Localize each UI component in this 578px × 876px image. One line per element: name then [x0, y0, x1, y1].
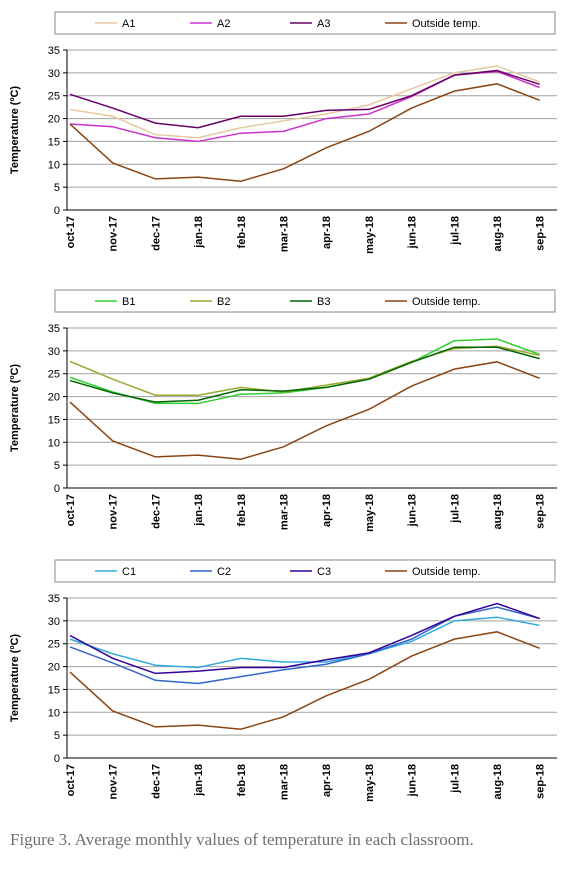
x-tick-label: oct-17 [65, 764, 77, 796]
y-tick-label: 10 [48, 159, 60, 171]
x-tick-label: apr-18 [321, 764, 333, 797]
series-line [69, 361, 540, 460]
series-line [69, 606, 540, 685]
legend-label: Outside temp. [412, 566, 480, 578]
x-tick-label: may-18 [364, 764, 376, 802]
x-tick-label: jan-18 [193, 494, 205, 527]
y-tick-label: 20 [48, 662, 60, 674]
legend-label: Outside temp. [412, 18, 480, 30]
series-line [69, 345, 540, 396]
x-tick-label: jan-18 [193, 764, 205, 797]
x-tick-label: dec-17 [150, 764, 162, 799]
y-tick-label: 25 [48, 369, 60, 381]
x-tick-label: aug-18 [492, 216, 504, 251]
y-tick-label: 5 [54, 182, 60, 194]
x-tick-label: nov-17 [108, 494, 120, 529]
legend-label: A2 [217, 18, 230, 30]
legend-label: B3 [317, 296, 330, 308]
legend-label: A1 [122, 18, 135, 30]
x-tick-label: nov-17 [108, 764, 120, 799]
y-tick-label: 5 [54, 730, 60, 742]
y-tick-label: 20 [48, 392, 60, 404]
series-line [69, 338, 540, 405]
y-axis-label: Temperature (ºC) [9, 634, 21, 722]
y-tick-label: 20 [48, 114, 60, 126]
series-line [69, 83, 540, 182]
x-tick-label: mar-18 [279, 216, 291, 252]
series-line [69, 602, 540, 675]
y-tick-label: 15 [48, 684, 60, 696]
x-tick-label: feb-18 [236, 764, 248, 796]
x-tick-label: jul-18 [449, 216, 461, 246]
caption: Figure 3. Average monthly values of temp… [10, 830, 474, 849]
y-tick-label: 25 [48, 91, 60, 103]
y-tick-label: 35 [48, 45, 60, 57]
series-line [69, 69, 540, 129]
series-line [69, 631, 540, 730]
x-tick-label: oct-17 [65, 494, 77, 526]
y-tick-label: 15 [48, 414, 60, 426]
x-tick-label: may-18 [364, 494, 376, 532]
y-axis-label: Temperature (ºC) [9, 364, 21, 452]
legend-label: B2 [217, 296, 230, 308]
y-tick-label: 25 [48, 639, 60, 651]
x-tick-label: jun-18 [407, 216, 419, 249]
x-tick-label: feb-18 [236, 494, 248, 526]
x-tick-label: nov-17 [108, 216, 120, 251]
y-axis-label: Temperature (ºC) [9, 86, 21, 174]
x-tick-label: apr-18 [321, 494, 333, 527]
y-tick-label: 10 [48, 707, 60, 719]
x-tick-label: jun-18 [407, 764, 419, 797]
x-tick-label: dec-17 [150, 494, 162, 529]
series-line [69, 65, 540, 139]
legend-label: C3 [317, 566, 331, 578]
y-tick-label: 10 [48, 437, 60, 449]
y-tick-label: 35 [48, 323, 60, 335]
legend-label: A3 [317, 18, 330, 30]
y-tick-label: 30 [48, 346, 60, 358]
x-tick-label: oct-17 [65, 216, 77, 248]
y-tick-label: 30 [48, 68, 60, 80]
y-tick-label: 30 [48, 616, 60, 628]
x-tick-label: sep-18 [535, 216, 547, 251]
y-tick-label: 15 [48, 136, 60, 148]
legend-label: Outside temp. [412, 296, 480, 308]
legend-label: C1 [122, 566, 136, 578]
x-tick-label: jun-18 [407, 494, 419, 527]
y-tick-label: 0 [54, 753, 60, 765]
x-tick-label: jul-18 [449, 494, 461, 524]
x-tick-label: sep-18 [535, 494, 547, 529]
series-line [69, 70, 540, 143]
x-tick-label: aug-18 [492, 494, 504, 529]
x-tick-label: jan-18 [193, 216, 205, 249]
x-tick-label: mar-18 [279, 494, 291, 530]
legend-label: B1 [122, 296, 135, 308]
y-tick-label: 5 [54, 460, 60, 472]
x-tick-label: may-18 [364, 216, 376, 254]
series-line [69, 616, 540, 669]
series-line [69, 346, 540, 403]
x-tick-label: aug-18 [492, 764, 504, 799]
x-tick-label: mar-18 [279, 764, 291, 800]
x-tick-label: sep-18 [535, 764, 547, 799]
x-tick-label: apr-18 [321, 216, 333, 249]
x-tick-label: feb-18 [236, 216, 248, 248]
legend-label: C2 [217, 566, 231, 578]
y-tick-label: 0 [54, 205, 60, 217]
x-tick-label: dec-17 [150, 216, 162, 251]
y-tick-label: 35 [48, 593, 60, 605]
y-tick-label: 0 [54, 483, 60, 495]
x-tick-label: jul-18 [449, 764, 461, 794]
